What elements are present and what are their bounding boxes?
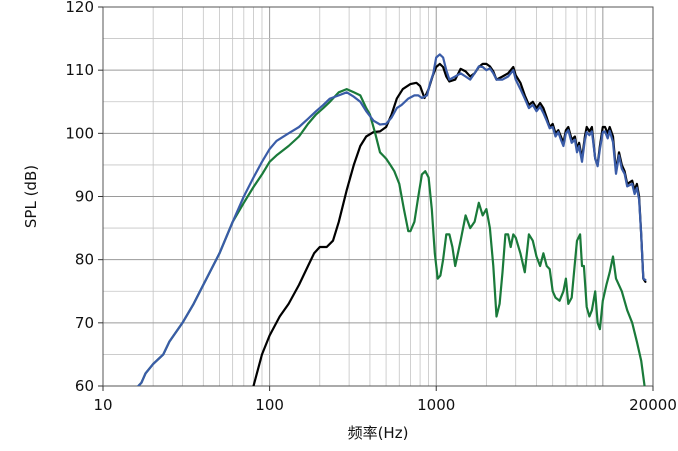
y-tick-label: 90 bbox=[75, 188, 94, 206]
y-tick-label: 110 bbox=[65, 61, 94, 79]
x-tick-label: 10 bbox=[93, 396, 112, 414]
x-tick-label: 1000 bbox=[417, 396, 455, 414]
x-axis-title: 频率(Hz) bbox=[348, 424, 409, 442]
y-tick-label: 100 bbox=[65, 124, 94, 142]
x-tick-label: 100 bbox=[255, 396, 284, 414]
x-axis: 10 100 1000 20000 bbox=[93, 386, 677, 414]
series-layer bbox=[136, 53, 647, 386]
y-tick-label: 120 bbox=[65, 0, 94, 16]
grid bbox=[102, 6, 654, 387]
y-tick-label: 80 bbox=[75, 251, 94, 269]
y-tick-label: 70 bbox=[75, 314, 94, 332]
y-axis: 60 70 80 90 100 110 120 bbox=[65, 0, 103, 395]
y-tick-label: 60 bbox=[75, 377, 94, 395]
x-tick-label: 20000 bbox=[629, 396, 677, 414]
green-response-line bbox=[136, 88, 646, 386]
black-response-line bbox=[252, 62, 647, 386]
blue-response-line bbox=[136, 53, 647, 386]
y-axis-title: SPL (dB) bbox=[22, 165, 40, 228]
